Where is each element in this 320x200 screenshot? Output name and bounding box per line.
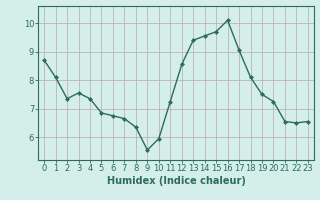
- X-axis label: Humidex (Indice chaleur): Humidex (Indice chaleur): [107, 176, 245, 186]
